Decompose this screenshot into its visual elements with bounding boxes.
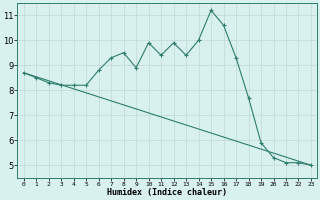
X-axis label: Humidex (Indice chaleur): Humidex (Indice chaleur) xyxy=(107,188,227,197)
